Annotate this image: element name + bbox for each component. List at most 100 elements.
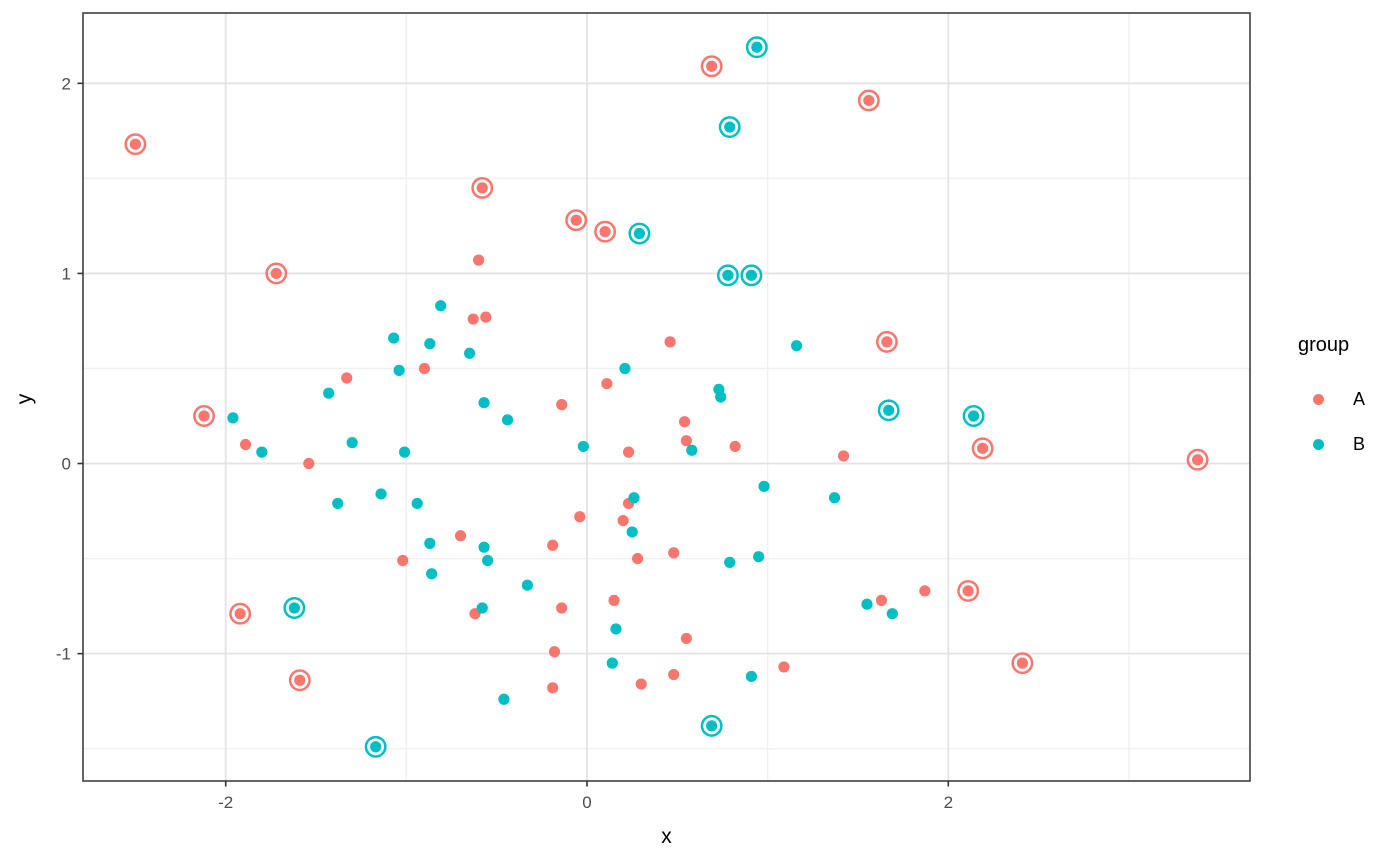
outlier-ring-A (124, 133, 147, 156)
data-point-A (547, 539, 559, 551)
outlier-ring-A (971, 437, 994, 460)
legend-item-B: B (1290, 422, 1398, 467)
data-point-A (129, 138, 141, 150)
outlier-ring-A (471, 176, 494, 199)
data-point-B (610, 623, 622, 635)
data-point-A (668, 668, 680, 681)
data-point-A (962, 585, 974, 597)
data-point-B (619, 362, 631, 375)
data-point-A (729, 440, 741, 453)
data-point-A (875, 594, 888, 607)
data-point-A (556, 602, 568, 614)
data-point-B (686, 444, 698, 456)
data-point-B (332, 497, 344, 510)
data-point-A (678, 416, 691, 428)
data-point-A (622, 446, 635, 458)
data-point-B (478, 541, 490, 553)
data-point-B (758, 480, 770, 492)
outlier-ring-A (857, 89, 880, 112)
data-point-A (239, 438, 252, 451)
data-point-A (617, 514, 629, 527)
data-point-B (370, 741, 382, 753)
data-point-A (977, 442, 989, 454)
data-point-A (608, 594, 620, 607)
outlier-ring-A (875, 330, 898, 353)
data-point-A (778, 661, 790, 673)
data-point-B (886, 608, 898, 620)
data-point-A (919, 585, 931, 597)
y-tick-label: 2 (62, 74, 71, 93)
data-point-A (467, 313, 479, 325)
outlier-ring-A (700, 55, 723, 78)
data-point-B (375, 488, 387, 500)
data-point-B (478, 397, 490, 409)
data-point-A (397, 554, 409, 567)
outlier-ring-A (265, 262, 288, 285)
outlier-ring-A (288, 669, 311, 692)
data-point-A (668, 547, 680, 559)
data-point-A (1192, 454, 1204, 466)
outlier-ring-B (628, 222, 651, 245)
outlier-ring-A (229, 602, 252, 625)
legend-label-A: A (1353, 389, 1366, 409)
data-point-B (745, 269, 758, 281)
data-point-A (198, 410, 210, 422)
data-point-A (473, 254, 485, 266)
x-axis-title: x (661, 825, 672, 848)
data-point-B (861, 598, 873, 610)
data-point-A (270, 267, 282, 280)
data-point-A (664, 336, 676, 348)
panel-border (82, 12, 1251, 782)
data-point-A (294, 674, 306, 686)
legend-key-dot-B (1313, 439, 1324, 450)
data-point-A (599, 226, 611, 238)
data-point-B (256, 446, 268, 458)
data-point-B (482, 554, 494, 567)
data-point-B (501, 414, 514, 426)
data-point-A (341, 372, 353, 384)
data-point-B (424, 338, 436, 350)
plot-panel (83, 13, 1250, 781)
data-point-B (577, 440, 590, 453)
data-point-B (398, 446, 411, 458)
data-point-B (393, 364, 405, 376)
data-point-B (722, 269, 734, 281)
data-point-A (1016, 657, 1028, 669)
data-point-B (828, 492, 841, 504)
outlier-ring-A (1186, 448, 1209, 471)
data-point-A (480, 311, 492, 323)
outlier-ring-A (957, 579, 980, 602)
data-point-A (837, 450, 850, 462)
outlier-ring-A (193, 405, 215, 427)
data-point-A (635, 678, 647, 690)
data-point-B (288, 602, 300, 614)
data-point-B (424, 537, 436, 549)
outlier-ring-B (962, 405, 985, 427)
data-point-A (454, 530, 467, 542)
outlier-ring-B (718, 116, 741, 139)
outlier-ring-A (565, 209, 588, 232)
data-point-B (633, 227, 646, 240)
legend-key-dot-A (1313, 394, 1324, 405)
data-point-A (303, 457, 315, 470)
x-tick-label: 2 (944, 793, 953, 812)
data-point-B (411, 497, 423, 510)
data-point-B (435, 300, 447, 312)
data-point-A (601, 378, 613, 390)
outlier-ring-B (877, 399, 900, 422)
data-point-B (724, 556, 736, 568)
outlier-ring-A (594, 220, 617, 243)
data-point-B (968, 410, 980, 422)
data-point-A (547, 682, 559, 694)
data-point-B (521, 579, 533, 591)
data-point-B (724, 121, 736, 133)
data-point-A (680, 435, 692, 447)
y-axis-title: y (13, 393, 36, 405)
data-point-B (626, 526, 638, 538)
data-point-A (863, 94, 875, 107)
data-point-B (706, 720, 718, 732)
data-point-B (790, 340, 803, 352)
